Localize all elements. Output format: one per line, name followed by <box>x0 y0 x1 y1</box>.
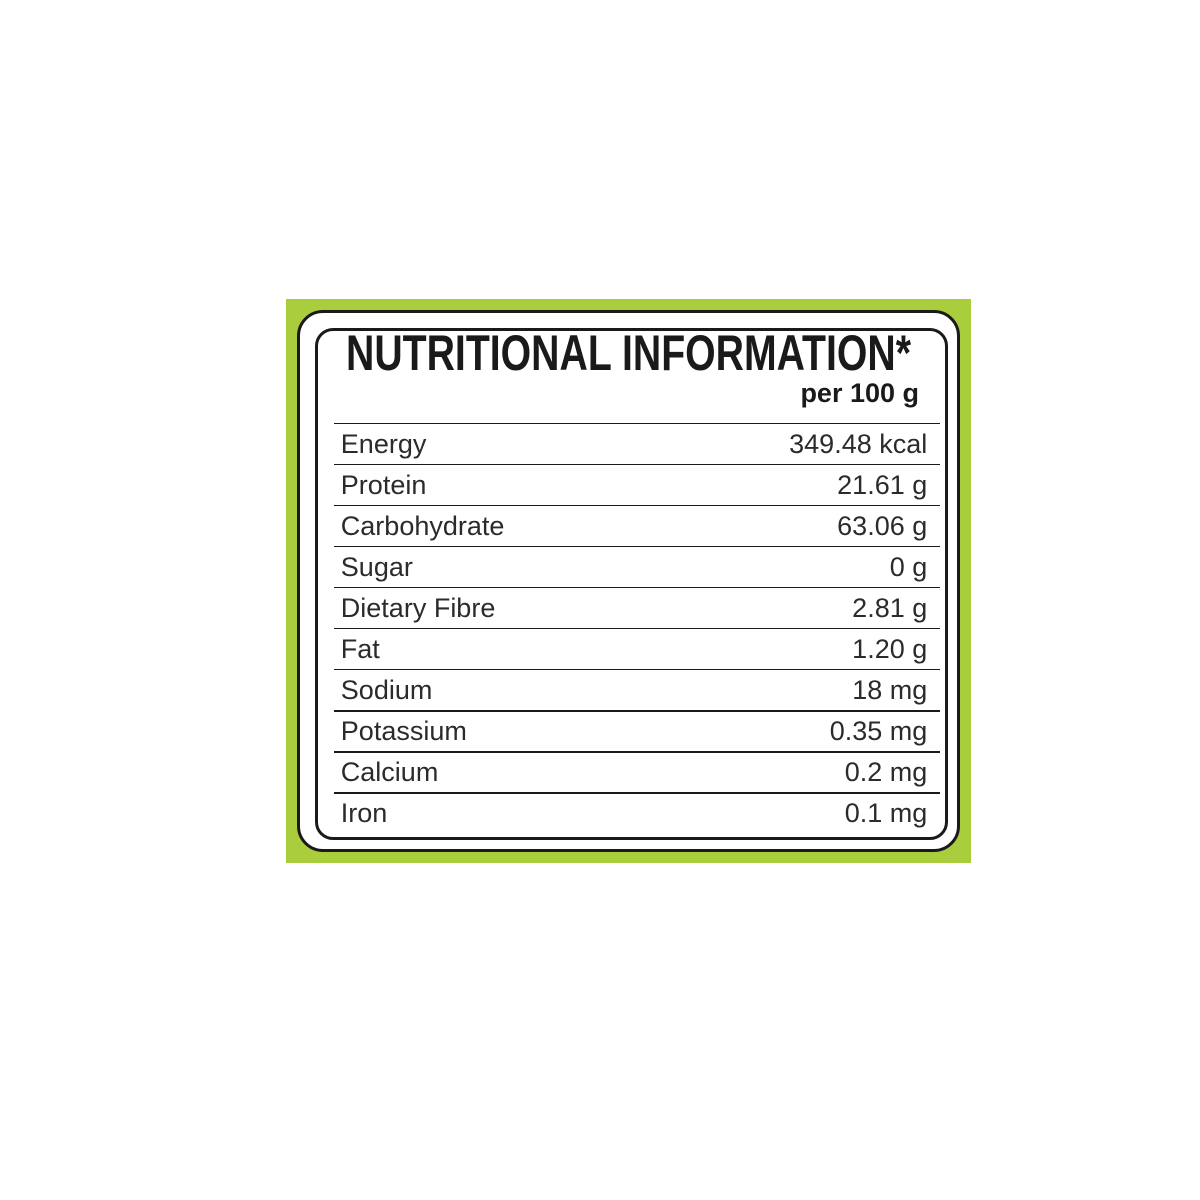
svg-text:NUTRITIONAL INFORMATION*: NUTRITIONAL INFORMATION* <box>346 328 911 381</box>
